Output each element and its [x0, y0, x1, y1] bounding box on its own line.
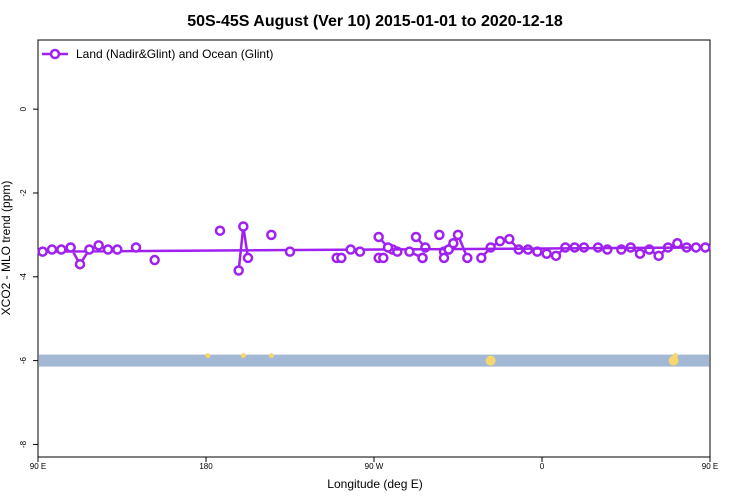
- data-point: [37, 246, 48, 257]
- data-point: [434, 229, 445, 241]
- legend-marker: [49, 48, 61, 60]
- data-point: [452, 229, 464, 241]
- land-spot: [485, 355, 496, 366]
- legend-label: Land (Nadir&Glint) and Ocean (Glint): [76, 47, 273, 61]
- x-axis: 90 E 180 90 W 0 90 E: [30, 457, 718, 471]
- data-point: [149, 254, 160, 266]
- y-axis-label: XCO2 - MLO trend (ppm): [0, 181, 13, 316]
- data-point: [417, 252, 428, 264]
- data-point: [653, 250, 664, 262]
- data-point: [93, 240, 104, 251]
- data-point: [410, 231, 422, 243]
- data-point: [504, 233, 515, 245]
- chart-title: 50S-45S August (Ver 10) 2015-01-01 to 20…: [187, 13, 563, 30]
- data-point: [550, 250, 562, 262]
- data-point: [233, 265, 244, 276]
- data-point: [112, 244, 123, 255]
- y-tick-label: -4: [19, 273, 28, 281]
- x-axis-label: Longitude (deg E): [327, 477, 422, 491]
- y-tick-label: -6: [19, 357, 28, 365]
- data-point: [238, 221, 249, 232]
- data-point: [373, 231, 384, 243]
- data-point: [485, 242, 496, 253]
- data-point: [448, 238, 459, 249]
- land-spot: [668, 355, 679, 366]
- data-point: [494, 235, 506, 247]
- data-point: [354, 246, 366, 257]
- data-point: [345, 244, 356, 255]
- data-point: [541, 248, 552, 259]
- data-point: [65, 242, 76, 253]
- x-tick-label: 90 E: [702, 462, 718, 471]
- data-point: [382, 242, 394, 253]
- data-point: [602, 244, 613, 255]
- series-layer: [37, 221, 711, 276]
- y-tick-label: 0: [19, 106, 28, 111]
- data-point: [284, 246, 296, 257]
- x-tick-label: 180: [199, 462, 213, 471]
- ocean-band: [39, 354, 709, 367]
- data-point: [690, 242, 702, 253]
- data-point: [438, 252, 450, 264]
- data-point: [242, 252, 254, 264]
- data-point: [672, 238, 683, 249]
- legend: Land (Nadir&Glint) and Ocean (Glint): [42, 47, 273, 61]
- land-spot: [205, 353, 211, 359]
- data-point: [404, 246, 415, 257]
- data-point: [130, 242, 142, 253]
- land-spot: [672, 353, 678, 359]
- y-tick-label: -8: [19, 440, 28, 448]
- data-point: [378, 252, 389, 264]
- data-point: [700, 242, 711, 253]
- data-point: [84, 244, 95, 255]
- x-tick-label: 90 E: [30, 462, 46, 471]
- land-spot: [240, 353, 246, 359]
- data-point: [214, 225, 226, 236]
- y-tick-label: -2: [19, 189, 28, 197]
- x-tick-label: 90 W: [365, 462, 384, 471]
- data-point: [102, 244, 114, 255]
- data-point: [476, 252, 487, 264]
- data-point: [46, 244, 58, 255]
- data-point: [266, 229, 277, 241]
- y-axis: 0 -2 -4 -6 -8: [19, 106, 38, 448]
- x-tick-label: 0: [540, 462, 545, 471]
- data-point: [336, 252, 347, 264]
- data-point: [74, 258, 86, 270]
- data-point: [56, 244, 67, 255]
- ocean-land-band: [39, 353, 709, 367]
- data-point: [634, 248, 646, 259]
- land-spot: [268, 353, 274, 359]
- data-point: [462, 252, 473, 264]
